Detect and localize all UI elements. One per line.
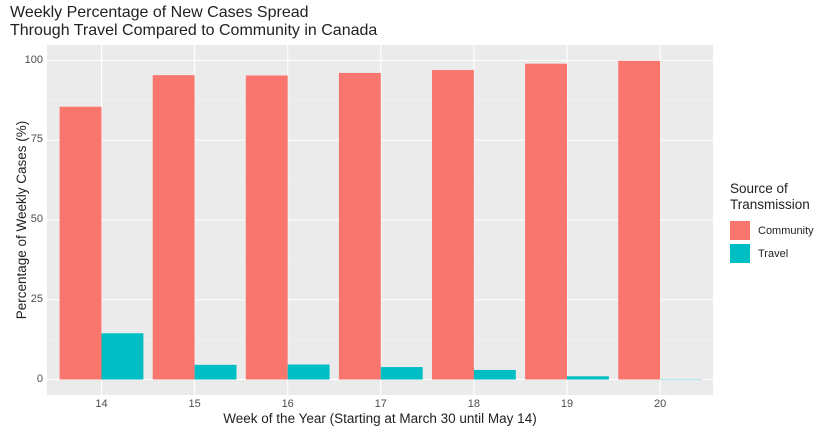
bar-travel-week-18 (473, 369, 516, 380)
bar-travel-week-15 (194, 364, 237, 380)
bar-community-week-18 (432, 70, 474, 380)
legend-item-travel: Travel (730, 244, 814, 263)
bar-travel-week-19 (567, 376, 609, 380)
bar-travel-week-16 (287, 364, 330, 380)
x-tick-label: 18 (467, 398, 481, 410)
y-axis-label: Percentage of Weekly Cases (%) (14, 120, 29, 320)
legend-label-community: Community (758, 224, 814, 237)
bar-travel-week-14 (101, 333, 144, 380)
y-tick-label: 75 (30, 133, 43, 146)
x-tick-label: 17 (374, 398, 387, 410)
plot-panel (47, 45, 713, 395)
bar-community-week-20 (618, 60, 661, 380)
x-tick-label: 20 (653, 398, 667, 410)
bar-community-week-19 (525, 63, 567, 380)
x-tick-label: 15 (188, 398, 201, 410)
bar-community-week-14 (59, 106, 102, 380)
x-tick-label: 14 (95, 398, 108, 410)
y-tick-label: 0 (36, 372, 43, 385)
bar-community-week-17 (338, 72, 381, 380)
legend-label-travel: Travel (758, 247, 789, 260)
y-tick-label: 100 (24, 53, 43, 66)
bar-chart (47, 45, 713, 395)
chart-title-line-1: Weekly Percentage of New Cases Spread (10, 4, 309, 21)
bar-community-week-16 (245, 75, 288, 380)
bar-travel-week-17 (380, 367, 423, 380)
legend: Source of Transmission Community Travel (730, 181, 814, 263)
legend-key-community (730, 221, 750, 240)
bar-community-week-15 (152, 75, 195, 380)
chart-title-line-2: Through Travel Compared to Community in … (10, 22, 378, 39)
x-tick-label: 19 (560, 398, 574, 410)
x-tick-label: 16 (281, 398, 294, 410)
legend-key-travel (730, 244, 750, 263)
y-tick-label: 25 (30, 292, 43, 305)
legend-title-line-2: Transmission (730, 197, 810, 212)
y-tick-label: 50 (30, 213, 43, 225)
legend-title-line-1: Source of (730, 181, 788, 196)
legend-item-community: Community (730, 221, 814, 240)
x-axis-label: Week of the Year (Starting at March 30 u… (223, 411, 537, 426)
